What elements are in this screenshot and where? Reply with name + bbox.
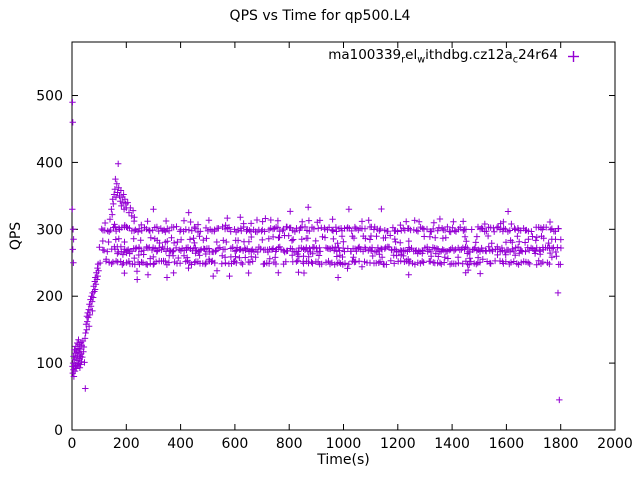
svg-text:500: 500 bbox=[36, 89, 63, 105]
svg-text:1800: 1800 bbox=[543, 436, 579, 452]
svg-text:100: 100 bbox=[36, 356, 63, 372]
svg-text:200: 200 bbox=[113, 436, 140, 452]
svg-text:800: 800 bbox=[276, 436, 303, 452]
svg-text:1600: 1600 bbox=[489, 436, 525, 452]
svg-text:1000: 1000 bbox=[326, 436, 362, 452]
chart-title: QPS vs Time for qp500.L4 bbox=[229, 8, 411, 24]
svg-text:600: 600 bbox=[222, 436, 249, 452]
svg-text:1400: 1400 bbox=[434, 436, 470, 452]
svg-text:0: 0 bbox=[68, 436, 77, 452]
y-axis-label: QPS bbox=[8, 221, 24, 251]
legend: ma100339relwithdbg.cz12ac24r64 bbox=[328, 47, 580, 66]
svg-text:300: 300 bbox=[36, 222, 63, 238]
svg-text:1200: 1200 bbox=[380, 436, 416, 452]
legend-series-label: ma100339relwithdbg.cz12ac24r64 bbox=[328, 47, 558, 66]
svg-text:400: 400 bbox=[167, 436, 194, 452]
svg-text:0: 0 bbox=[54, 423, 63, 439]
x-axis-label: Time(s) bbox=[317, 452, 370, 468]
svg-text:400: 400 bbox=[36, 155, 63, 171]
svg-text:200: 200 bbox=[36, 289, 63, 305]
svg-text:2000: 2000 bbox=[597, 436, 633, 452]
legend-plus-icon bbox=[568, 50, 579, 62]
